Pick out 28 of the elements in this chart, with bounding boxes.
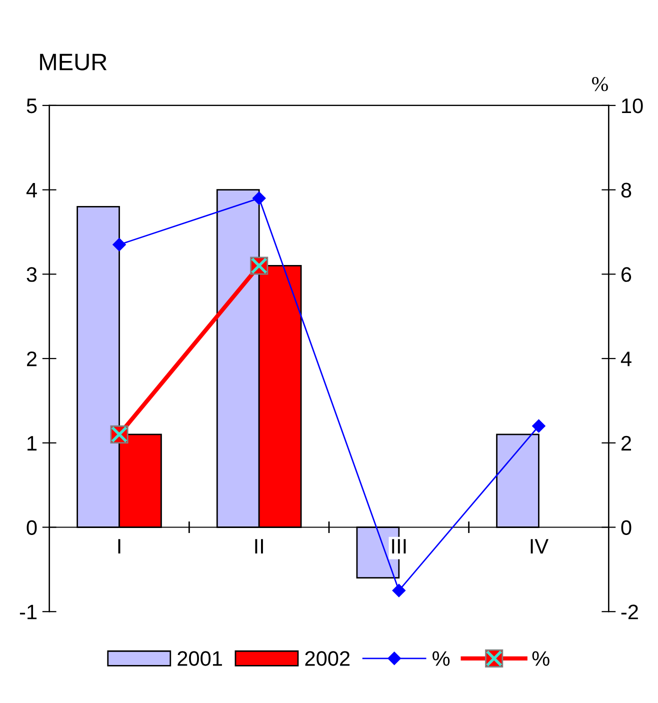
y2-tick-label: -2 bbox=[621, 604, 638, 620]
legend-label: % bbox=[432, 651, 450, 666]
y-tick-label: 1 bbox=[28, 436, 37, 450]
y-tick-label: 3 bbox=[26, 267, 37, 282]
point bbox=[392, 584, 406, 598]
y-tick-label: -1 bbox=[20, 604, 37, 620]
point bbox=[532, 419, 546, 433]
x-tick-label: II bbox=[255, 539, 263, 554]
x-tick-label: III bbox=[392, 539, 406, 554]
point bbox=[112, 238, 126, 252]
x-tick-label: I bbox=[118, 539, 120, 554]
legend-label: 2002 bbox=[305, 651, 350, 666]
y2-tick-label: 6 bbox=[622, 267, 632, 282]
y2-axis-title: % bbox=[592, 77, 608, 92]
y2-tick-label: 2 bbox=[622, 436, 631, 450]
legend-label: 2001 bbox=[178, 651, 222, 666]
legend-label: % bbox=[532, 651, 550, 666]
y-tick-label: 5 bbox=[26, 98, 37, 114]
y-axis-title: MEUR bbox=[40, 54, 107, 70]
y-tick-label: 2 bbox=[27, 352, 36, 366]
y2-tick-label: 0 bbox=[621, 520, 632, 536]
y-tick-label: 0 bbox=[26, 520, 37, 536]
y2-tick-label: 10 bbox=[622, 98, 643, 114]
point bbox=[252, 192, 266, 205]
y-tick-label: 4 bbox=[26, 183, 37, 198]
y2-tick-label: 8 bbox=[621, 182, 632, 198]
x-tick-label: IV bbox=[530, 539, 548, 554]
y2-tick-label: 4 bbox=[620, 352, 632, 366]
